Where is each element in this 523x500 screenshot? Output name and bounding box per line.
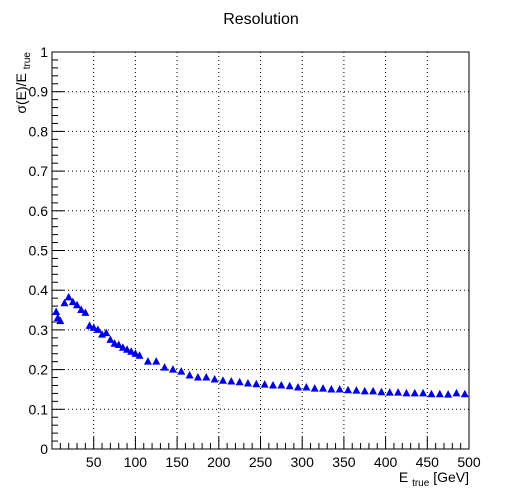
data-point: [56, 316, 65, 325]
grid: [52, 52, 469, 449]
data-point: [118, 343, 127, 351]
data-point: [60, 298, 69, 307]
data-point: [419, 388, 428, 397]
y-tick-label: 0.5: [29, 243, 49, 259]
data-point: [168, 365, 177, 373]
y-tick-label: 0.2: [29, 362, 49, 378]
data-markers: [52, 292, 469, 398]
data-point: [64, 292, 73, 301]
data-point: [277, 380, 286, 389]
data-point: [127, 347, 136, 355]
data-point: [185, 371, 194, 379]
data-point: [444, 390, 453, 398]
data-point: [294, 382, 303, 391]
data-point: [285, 381, 294, 390]
y-tick-label: 0.8: [29, 123, 49, 139]
x-tick-label: 50: [86, 454, 102, 470]
data-point: [302, 382, 311, 391]
chart-title: Resolution: [223, 11, 299, 28]
data-point: [93, 325, 102, 333]
data-point: [106, 335, 115, 343]
data-point: [252, 379, 261, 388]
x-axis-label-subscript: true: [412, 478, 430, 489]
y-tick-label: 0.7: [29, 163, 49, 179]
y-tick-label: 0: [40, 441, 48, 457]
data-point: [123, 345, 132, 353]
data-point: [143, 357, 152, 365]
data-point: [460, 389, 469, 398]
data-point: [227, 377, 236, 385]
x-tick-label: 500: [457, 454, 481, 470]
axis-ticks: [52, 51, 470, 450]
x-axis-label-suffix: [GeV]: [433, 469, 469, 485]
tick-labels: 50 100 150 200 250 300 350 400 450 500 0 0.1 0.2 0.3 0…: [29, 44, 481, 470]
data-point: [152, 357, 161, 365]
data-point: [427, 389, 436, 398]
data-point: [435, 389, 444, 398]
data-point: [85, 321, 94, 329]
y-tick-label: 0.3: [29, 322, 49, 338]
x-tick-label: 300: [291, 454, 315, 470]
data-point: [210, 375, 219, 383]
data-point: [81, 308, 90, 316]
data-point: [335, 384, 344, 393]
x-axis-label: E true [GeV]: [399, 469, 469, 489]
data-point: [89, 323, 98, 331]
data-point: [114, 340, 123, 348]
y-tick-label: 0.1: [29, 401, 49, 417]
x-axis-label-main: E: [399, 469, 408, 485]
data-point: [243, 378, 252, 387]
y-axis-label-main: σ(E)/E: [13, 73, 29, 114]
x-tick-label: 450: [416, 454, 440, 470]
data-point: [269, 380, 278, 389]
data-point: [327, 384, 336, 393]
y-axis-label-subscript: true: [22, 52, 33, 70]
x-tick-label: 200: [207, 454, 231, 470]
x-tick-label: 100: [124, 454, 148, 470]
data-point: [135, 351, 144, 359]
data-point: [77, 305, 86, 314]
x-tick-label: 400: [374, 454, 398, 470]
data-point: [452, 388, 461, 397]
y-tick-label: 0.6: [29, 203, 49, 219]
data-point: [193, 373, 202, 381]
data-point: [410, 388, 419, 397]
data-point: [160, 363, 169, 371]
data-point: [310, 384, 319, 392]
data-point: [402, 388, 411, 397]
data-point: [377, 387, 386, 396]
data-point: [177, 367, 186, 375]
x-tick-label: 350: [332, 454, 356, 470]
data-point: [260, 380, 269, 388]
data-point: [369, 386, 378, 395]
data-point: [360, 386, 369, 395]
y-axis-label: σ(E)/E true: [13, 52, 33, 114]
data-point: [344, 385, 353, 394]
y-tick-label: 0.9: [29, 84, 49, 100]
data-point: [52, 307, 61, 316]
data-point: [352, 386, 361, 394]
data-point: [235, 377, 244, 386]
data-point: [73, 300, 82, 309]
data-point: [202, 373, 211, 381]
y-tick-label: 1: [40, 44, 48, 60]
x-tick-label: 150: [165, 454, 189, 470]
data-point: [131, 349, 140, 357]
data-point: [385, 388, 394, 396]
data-point: [394, 388, 403, 396]
y-tick-label: 0.4: [29, 282, 49, 298]
x-tick-label: 250: [249, 454, 273, 470]
data-point: [68, 297, 77, 306]
data-point: [218, 376, 227, 384]
data-point: [102, 328, 111, 337]
data-point: [319, 384, 328, 392]
